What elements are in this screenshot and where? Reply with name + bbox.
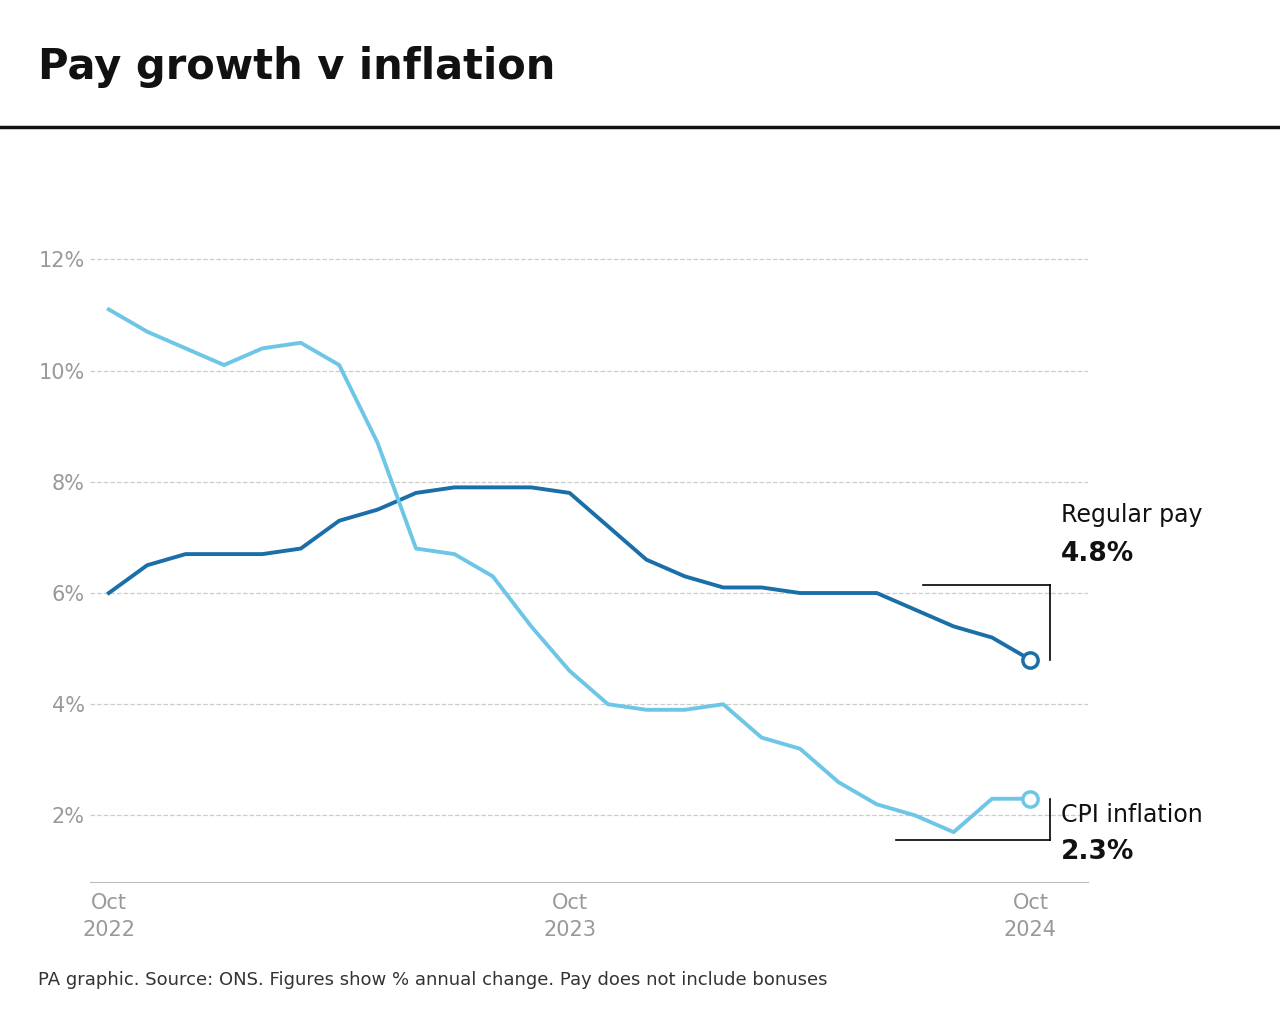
Text: CPI inflation: CPI inflation bbox=[1061, 803, 1203, 827]
Text: Regular pay: Regular pay bbox=[1061, 503, 1203, 527]
Text: 4.8%: 4.8% bbox=[1061, 541, 1134, 567]
Text: Pay growth v inflation: Pay growth v inflation bbox=[38, 46, 556, 87]
Text: 2.3%: 2.3% bbox=[1061, 839, 1134, 865]
Text: PA graphic. Source: ONS. Figures show % annual change. Pay does not include bonu: PA graphic. Source: ONS. Figures show % … bbox=[38, 970, 828, 989]
